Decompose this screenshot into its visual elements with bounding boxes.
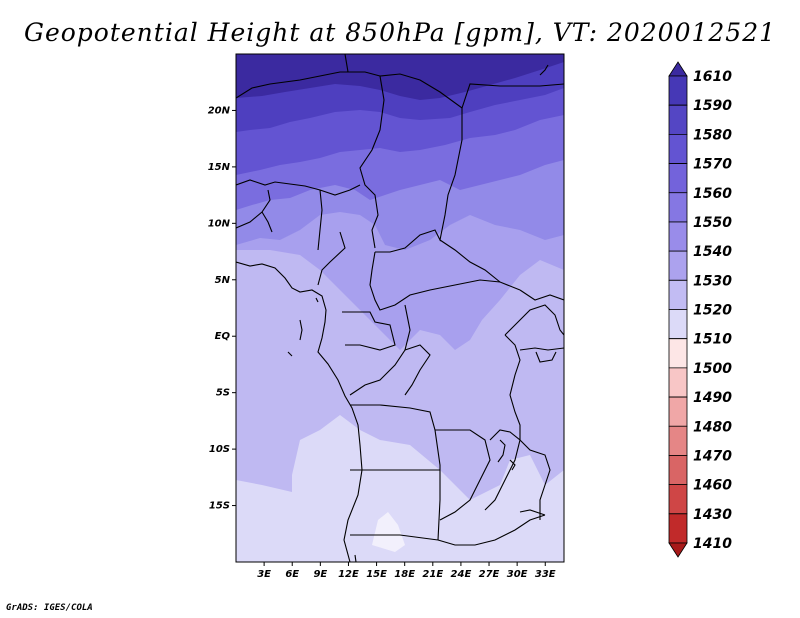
colorbar-segment [668,455,688,486]
colorbar-segment [668,396,688,427]
colorbar-segment [668,338,688,369]
longitude-axis: 3E 6E 9E 12E 15E 18E 21E 24E 27E 30E 33E [257,562,556,580]
lon-tick-label: 6E [285,569,299,580]
footer-credit: GrADS: IGES/COLA [6,603,93,613]
lon-tick-label: 18E [394,569,415,580]
colorbar-segment [668,61,688,77]
lon-tick-label: 21E [422,569,443,580]
colorbar-label: 1610 [693,69,732,85]
country-borders [236,54,564,562]
height-field [236,54,564,562]
lat-tick-label: 15N [208,162,231,173]
colorbar-segment [668,104,688,135]
lon-tick-label: 15E [366,569,387,580]
colorbar-segment [668,367,688,398]
lat-tick-label: 20N [208,105,231,116]
lat-tick-label: 10N [208,218,231,229]
colorbar-label: 1580 [693,127,732,143]
colorbar-segment [668,192,688,223]
colorbar-segment [668,221,688,252]
colorbar-label: 1410 [693,536,732,552]
colorbar-segment [668,163,688,194]
lon-tick-label: 30E [507,569,528,580]
colorbar-segment [668,133,688,164]
lon-tick-label: 27E [479,569,500,580]
colorbar-label: 1480 [693,419,732,435]
field-band-1510 [372,512,405,552]
lon-tick-label: 9E [313,569,327,580]
colorbar-label: 1470 [693,448,732,464]
colorbar-segment [668,279,688,310]
colorbar-label: 1500 [693,361,732,377]
colorbar-label: 1540 [693,244,732,260]
colorbar-label: 1530 [693,273,732,289]
colorbar-segment [668,513,688,544]
colorbar-label: 1430 [693,507,732,523]
field-band-1590 [236,54,564,100]
lat-tick-label: 5S [216,388,230,399]
colorbar-label: 1550 [693,215,732,231]
colorbar-label: 1460 [693,478,732,494]
lon-tick-label: 12E [338,569,359,580]
colorbar-legend: 1610 1590 1580 1570 1560 1550 1540 1530 1520 1510… [668,61,732,558]
colorbar-segment [668,309,688,340]
map-frame [235,53,565,563]
colorbar-label: 1490 [693,390,732,406]
lon-tick-label: 24E [451,569,472,580]
colorbar-label: 1590 [693,98,732,114]
colorbar-label: 1560 [693,186,732,202]
colorbar-label: 1520 [693,303,732,319]
lon-tick-label: 3E [257,569,271,580]
colorbar-label: 1570 [693,157,732,173]
map-figure: 20N 15N 10N 5N EQ 5S 10S 15S 3E 6E 9E 12E 15E 18E 21E… [208,53,732,580]
lon-tick-label: 33E [535,569,556,580]
colorbar-segment [668,542,688,558]
lat-tick-label: EQ [215,331,231,342]
colorbar-segment [668,484,688,515]
map-title: Geopotential Height at 850hPa [gpm], VT:… [23,18,777,47]
colorbar-segment [668,75,688,106]
lat-tick-label: 15S [209,501,230,512]
latitude-axis: 20N 15N 10N 5N EQ 5S 10S 15S [208,105,236,512]
lat-tick-label: 5N [215,275,231,286]
colorbar-segment [668,250,688,281]
lat-tick-label: 10S [209,444,230,455]
colorbar-label: 1510 [693,332,732,348]
colorbar-segment [668,425,688,456]
